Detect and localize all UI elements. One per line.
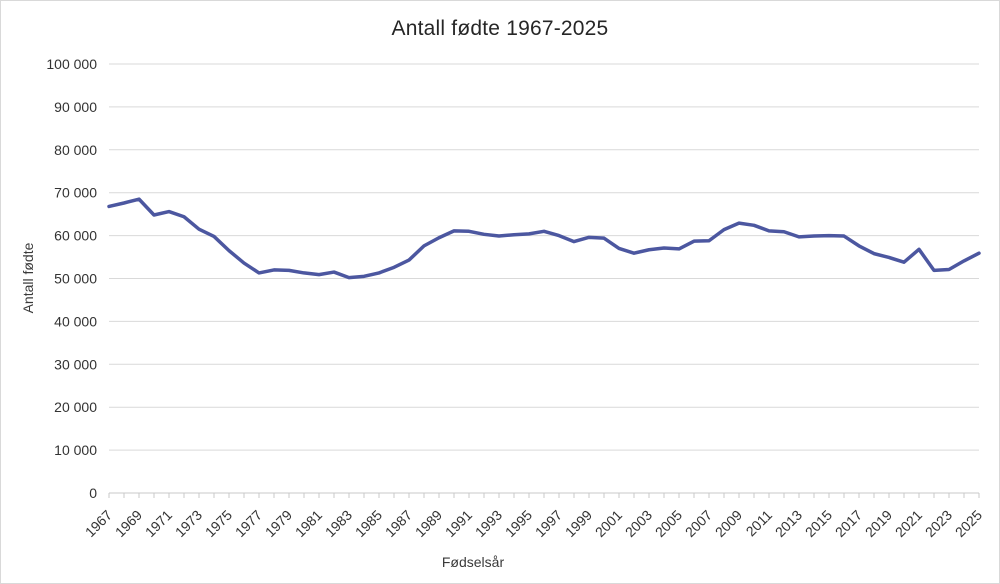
x-tick-label: 2025 [952,507,985,540]
y-axis-title: Antall fødte [20,242,36,314]
chart-title: Antall fødte 1967-2025 [391,17,609,40]
x-tick-label: 1993 [472,507,505,540]
x-tick-label: 2005 [652,507,685,540]
x-tick-label: 1979 [262,507,295,540]
x-tick-label: 1995 [502,507,535,540]
y-tick-label: 40 000 [54,313,97,329]
y-tick-label: 20 000 [54,399,97,415]
x-tick-label: 1985 [352,507,385,540]
x-tick-label: 1973 [172,507,205,540]
x-tick-label: 2003 [622,507,655,540]
x-tick-label: 2023 [922,507,955,540]
x-tick-label: 1969 [112,507,145,540]
x-tick-label: 2015 [802,507,835,540]
x-tick-label: 2013 [772,507,805,540]
x-tick-label: 1991 [442,507,475,540]
y-tick-label: 100 000 [46,56,97,72]
x-tick-label: 1987 [382,507,415,540]
y-tick-label: 50 000 [54,271,97,287]
x-tick-label: 2001 [592,507,625,540]
x-tick-label: 1983 [322,507,355,540]
x-tick-label: 2021 [892,507,925,540]
y-tick-label: 80 000 [54,142,97,158]
data-line-antall-fodte [107,197,981,280]
x-tick-label: 1989 [412,507,445,540]
y-tick-label: 60 000 [54,228,97,244]
y-tick-label: 30 000 [54,356,97,372]
x-tick-label: 1971 [142,507,175,540]
x-tick-label: 1999 [562,507,595,540]
x-tick-label: 2011 [743,507,776,540]
x-tick-label: 2007 [682,507,715,540]
x-tick-label: 2019 [862,507,895,540]
y-tick-label: 0 [89,485,97,501]
x-tick-label: 2017 [832,507,865,540]
x-tick-label: 1977 [232,507,265,540]
y-tick-label: 90 000 [54,99,97,115]
y-tick-label: 70 000 [54,185,97,201]
x-axis-title: Fødselsår [441,554,505,570]
x-tick-label: 1981 [292,507,325,540]
x-tick-label: 2009 [712,507,745,540]
x-tick-label: 1967 [82,507,115,540]
y-tick-label: 10 000 [54,442,97,458]
x-tick-label: 1997 [532,507,565,540]
x-tick-label: 1975 [202,507,235,540]
